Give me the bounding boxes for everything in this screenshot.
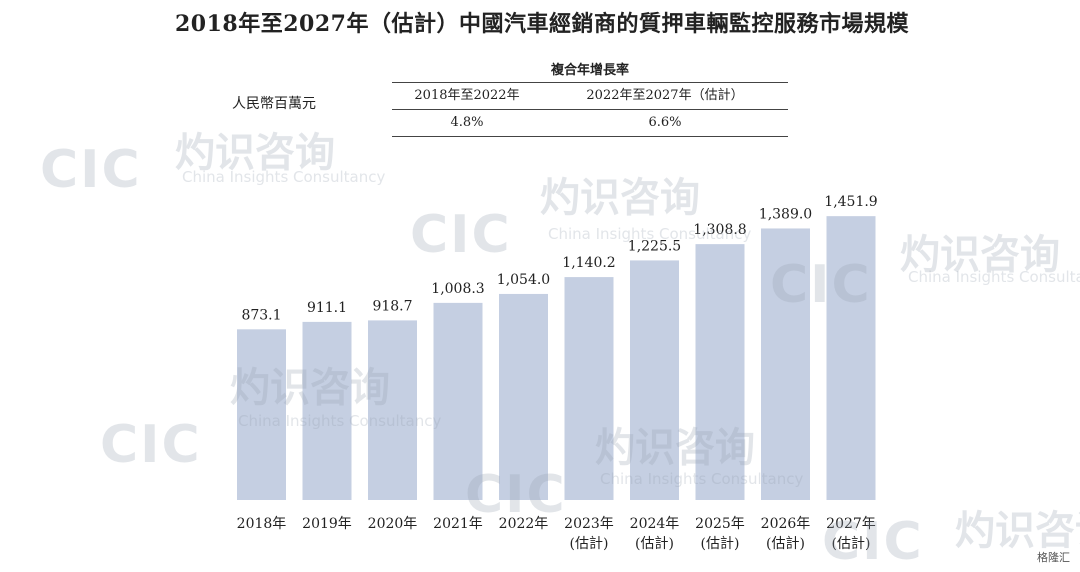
x-tick-label: 2018年 (237, 516, 287, 532)
cagr-value-1: 4.8% (450, 115, 484, 130)
bar-2021年 (433, 302, 483, 500)
bar-2022年 (499, 293, 548, 500)
bar-2026年 (761, 228, 810, 500)
x-tick-label: 2019年 (302, 516, 352, 532)
x-tick-label: 2025年 (695, 516, 745, 532)
data-label: 1,008.3 (431, 281, 484, 297)
data-label: 918.7 (372, 298, 412, 314)
cagr-header: 複合年增長率 (550, 63, 629, 78)
cagr-value-2: 6.6% (648, 115, 682, 130)
x-tick-label: 2024年 (630, 516, 680, 532)
data-label: 1,389.0 (759, 206, 812, 222)
bar-2023年 (564, 277, 614, 500)
chart-title: 2018年至2027年（估計）中國汽車經銷商的質押車輛監控服務市場規模 (175, 11, 909, 37)
cagr-table: 複合年增長率 2018年至2022年 2022年至2027年（估計） 4.8% … (392, 60, 788, 137)
cagr-period-1: 2018年至2022年 (414, 88, 520, 103)
data-label: 1,054.0 (497, 272, 550, 288)
x-tick-label: 2021年 (433, 516, 483, 532)
bar-2018年 (237, 329, 286, 500)
x-tick-note: (估計) (701, 536, 740, 552)
source-badge: 格隆汇 (1033, 548, 1074, 566)
bar-2020年 (368, 320, 417, 500)
data-label: 1,225.5 (628, 238, 681, 254)
data-label: 873.1 (241, 307, 281, 323)
x-tick-label: 2023年 (564, 516, 614, 532)
x-tick-label: 2022年 (499, 516, 549, 532)
bar-2024年 (630, 260, 679, 500)
x-tick-label: 2026年 (761, 516, 811, 532)
cagr-period-2: 2022年至2027年（估計） (586, 88, 744, 103)
cagr-periods-row: 2018年至2022年 2022年至2027年（估計） (392, 82, 788, 110)
x-tick-label: 2020年 (368, 516, 418, 532)
x-tick-note: (估計) (832, 536, 871, 552)
x-tick-note: (估計) (570, 536, 609, 552)
bar-2019年 (302, 321, 352, 500)
cagr-values-row: 4.8% 6.6% (392, 110, 788, 137)
data-label: 1,308.8 (693, 222, 746, 238)
bar-2025年 (695, 244, 745, 500)
x-tick-note: (估計) (635, 536, 674, 552)
data-label: 1,140.2 (562, 255, 615, 271)
x-tick-note: (估計) (766, 536, 805, 552)
data-label: 1,451.9 (824, 194, 877, 210)
bar-2027年 (826, 216, 876, 500)
x-tick-label: 2027年 (826, 516, 876, 532)
data-label: 911.1 (307, 300, 347, 316)
y-axis-unit-label: 人民幣百萬元 (232, 96, 316, 112)
